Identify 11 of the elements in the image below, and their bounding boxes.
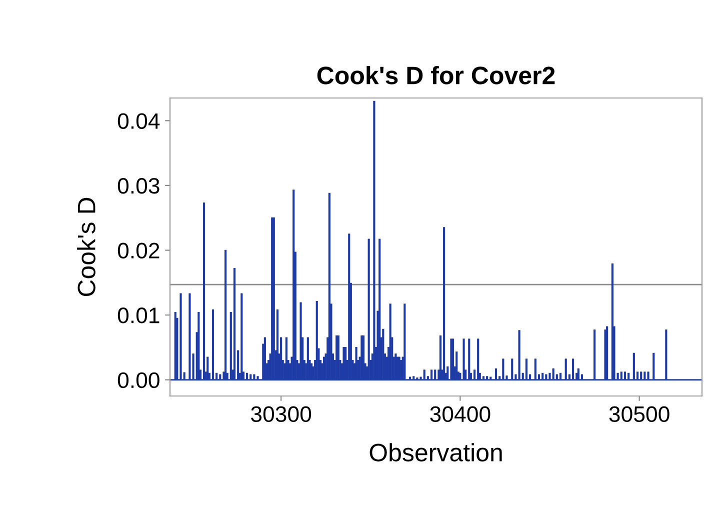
x-tick-label: 30500 [609, 406, 670, 422]
y-axis-title: Cook's D [77, 198, 96, 296]
chart-title: Cook's D for Cover2 [317, 66, 555, 84]
y-tick-label: 0.01 [118, 308, 160, 324]
x-tick-label: 30400 [430, 406, 490, 422]
y-tick-label: 0.00 [118, 372, 160, 388]
y-tick-label: 0.02 [118, 242, 160, 259]
y-tick-label: 0.04 [118, 113, 160, 129]
x-axis-title: Observation [370, 443, 502, 462]
y-tick-label: 0.03 [118, 178, 160, 194]
x-tick-label: 30300 [251, 406, 312, 422]
